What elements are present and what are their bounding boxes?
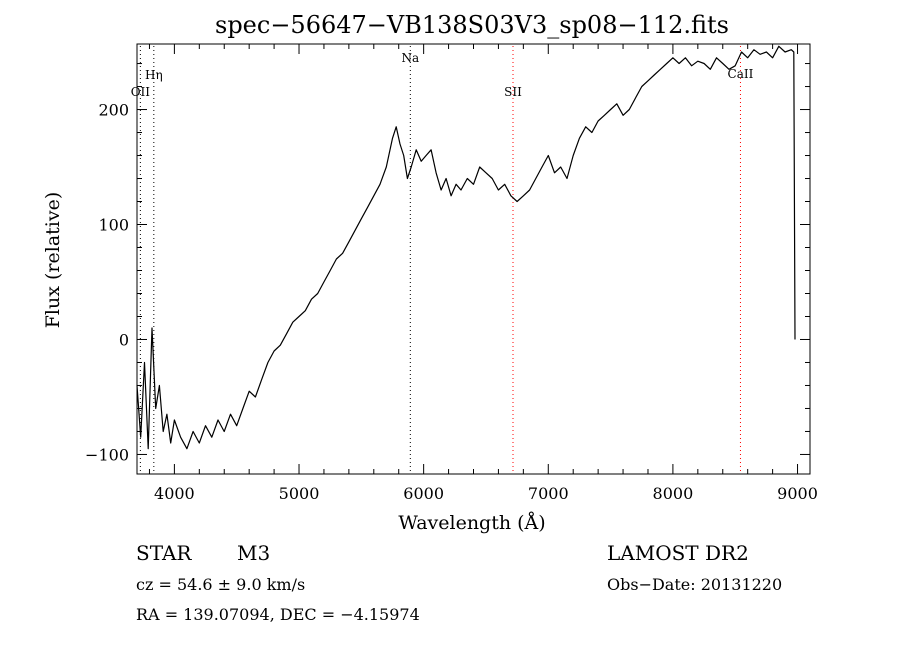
y-tick-label-0: −100	[85, 445, 129, 464]
redshift-cz: cz = 54.6 ± 9.0 km/s	[136, 575, 306, 594]
x-axis-label: Wavelength (Å)	[398, 512, 545, 534]
x-tick-label-1: 5000	[279, 484, 320, 503]
subclass: M3	[237, 541, 271, 565]
spectrum-line-0	[136, 45, 796, 450]
emission-line-markers: OII Hη Na SII CaII	[131, 46, 754, 473]
line-label-2: Na	[401, 51, 419, 65]
y-tick-label-3: 200	[98, 101, 129, 120]
line-label-3: SII	[504, 85, 522, 99]
axis-ticks: 4000 5000 6000 7000 8000 9000 −100 0 100 200	[85, 44, 818, 503]
coordinates: RA = 139.07094, DEC = −4.15974	[136, 605, 420, 624]
y-tick-label-1: 0	[119, 330, 129, 349]
x-tick-label-4: 8000	[653, 484, 694, 503]
line-label-1: Hη	[145, 68, 163, 82]
series-layer	[136, 45, 796, 450]
y-tick-label-2: 100	[98, 216, 129, 235]
x-tick-label-2: 6000	[403, 484, 444, 503]
x-tick-label-5: 9000	[777, 484, 818, 503]
line-label-0: OII	[131, 85, 151, 99]
y-axis-label: Flux (relative)	[42, 192, 64, 329]
plot-frame	[136, 43, 811, 475]
object-type: STAR	[136, 541, 192, 565]
line-label-4: CaII	[728, 67, 754, 81]
survey-name: LAMOST DR2	[607, 541, 749, 565]
x-tick-label-3: 7000	[528, 484, 569, 503]
x-tick-label-0: 4000	[154, 484, 195, 503]
chart-title: spec−56647−VB138S03V3_sp08−112.fits	[215, 11, 729, 39]
observation-date: Obs−Date: 20131220	[607, 575, 783, 594]
